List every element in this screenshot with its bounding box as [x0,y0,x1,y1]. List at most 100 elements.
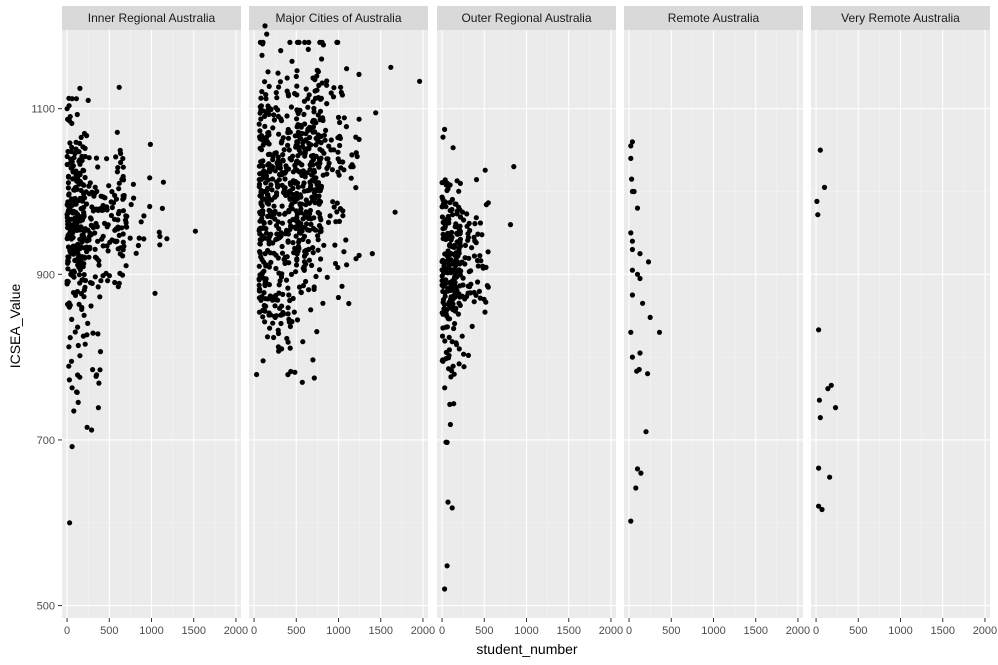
data-point [444,180,450,186]
data-point [307,207,313,214]
data-point [302,39,308,46]
data-point [317,96,324,102]
data-point [130,181,136,187]
data-point [79,158,85,164]
data-point [507,222,514,228]
data-point [298,122,304,129]
data-point [320,172,326,178]
data-point [273,313,280,319]
data-point [66,377,72,383]
data-point [97,349,104,355]
data-point [628,230,634,236]
data-point [477,295,483,301]
facet-strip-label: Major Cities of Australia [275,11,401,25]
data-point [299,130,305,137]
data-point [471,299,477,305]
data-point [313,273,319,280]
data-point [634,271,641,277]
data-point [297,135,303,141]
data-point [76,149,82,155]
data-point [264,334,271,340]
data-point [296,147,302,153]
data-point [282,254,288,261]
data-point [279,220,286,226]
data-point [353,134,359,140]
data-point [66,363,72,369]
facet-strip-label: Remote Australia [668,11,760,25]
data-point [64,211,70,218]
data-point [113,196,119,202]
data-point [465,231,471,237]
data-point [262,278,268,285]
data-point [301,264,307,270]
data-point [86,191,92,197]
data-point [281,147,287,153]
data-point [279,243,285,250]
data-point [275,255,281,261]
data-point [452,224,458,230]
x-tick-label: 0 [626,625,632,637]
data-point [331,85,337,91]
data-point [456,346,462,352]
data-point [289,319,295,325]
data-point [147,141,153,147]
data-point [80,181,86,188]
data-point [72,329,78,335]
data-point [319,80,325,86]
data-point [116,84,122,90]
data-point [296,239,302,245]
data-point [448,374,454,380]
data-point [280,152,286,158]
data-point [75,399,81,405]
data-point [475,231,481,237]
data-point [259,294,265,300]
data-point [312,77,318,83]
data-point [293,233,299,239]
x-tick-label: 1000 [326,625,350,637]
data-point [265,103,271,109]
data-point [634,466,641,472]
data-point [192,228,198,234]
data-point [337,119,343,126]
data-point [297,201,303,207]
data-point [294,196,300,202]
data-point [335,169,341,175]
facet-strip [437,6,616,30]
data-point [446,220,452,226]
data-point [279,303,285,309]
data-point [95,284,101,290]
data-point [299,379,305,385]
data-point [816,397,823,403]
data-point [157,242,163,248]
data-point [64,202,70,208]
data-point [274,95,280,101]
data-point [273,90,279,96]
data-point [369,251,375,257]
data-point [274,160,280,166]
data-point [85,97,91,103]
data-point [446,366,452,372]
data-point [260,270,266,276]
data-point [440,219,446,225]
data-point [121,243,127,249]
data-point [287,323,293,330]
x-tick-label: 1000 [888,625,912,637]
points [814,147,839,513]
data-point [79,198,86,204]
data-point [453,263,459,269]
data-point [290,196,296,202]
data-point [445,186,451,192]
x-axes: 0 500 1000 1500 2000 0 500 1000 1500 2000 0 500 1000… [64,618,997,637]
data-point [264,187,270,193]
data-point [628,155,634,161]
data-point [259,170,265,176]
data-point [482,309,488,315]
data-point [645,371,651,377]
y-axis: 500 700 900 1100 [31,104,62,613]
data-point [262,282,268,289]
data-point [69,316,75,322]
data-point [81,168,87,174]
data-point [392,209,398,215]
data-point [471,253,477,259]
data-point [280,158,286,164]
